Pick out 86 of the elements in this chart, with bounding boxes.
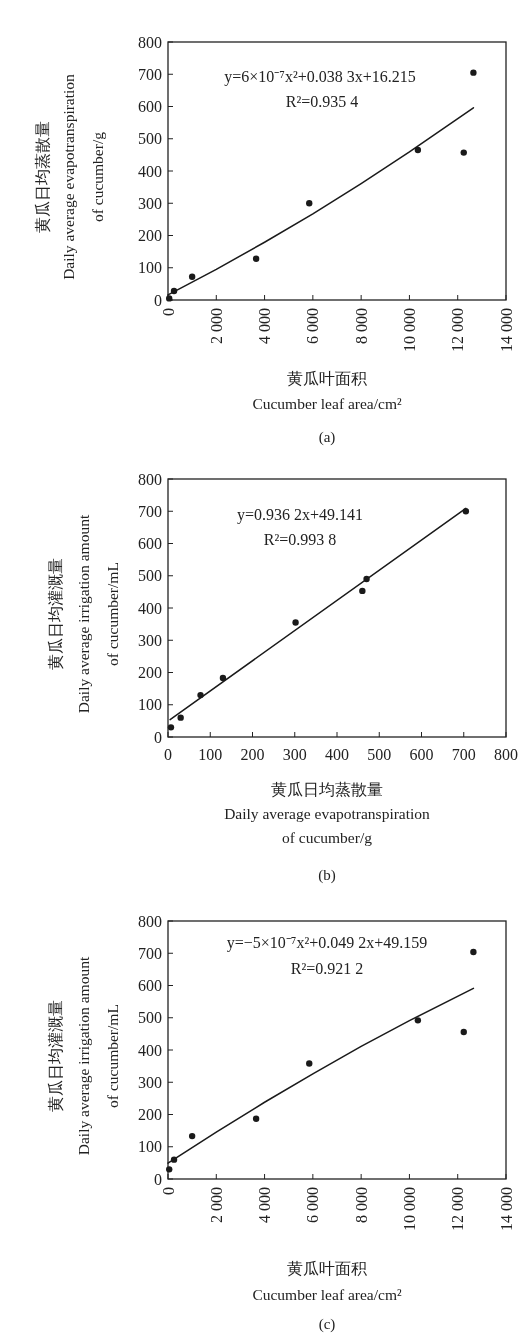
point: [188, 1132, 196, 1140]
x-tick-label: 400: [325, 746, 349, 763]
x-axis-title: 黄瓜叶面积 Cucumber leaf area/cm²: [252, 369, 402, 412]
y-tick-label: 500: [138, 567, 162, 585]
y-tick-label: 700: [138, 502, 162, 520]
y-tick-label: 600: [138, 535, 162, 552]
y-tick-label: 400: [138, 599, 162, 617]
point: [197, 691, 204, 699]
y-axis-title: 黄瓜日均蒸散量 Daily average evapotranspiration of cucumber/g: [33, 73, 106, 280]
y-tick-label: 400: [138, 162, 162, 180]
annotation: R²=0.993 8: [263, 530, 337, 548]
y-tick-label: 800: [138, 33, 162, 51]
point: [177, 714, 184, 721]
point: [166, 1166, 173, 1173]
point: [359, 587, 366, 595]
y-tick-label: 0: [154, 291, 162, 309]
x-axis-title: 黄瓜叶面积 Cucumber leaf area/cm²: [252, 1259, 402, 1303]
y-tick-label: 100: [138, 696, 162, 714]
point: [470, 69, 477, 76]
x-tick-label: 12 000: [449, 308, 467, 352]
y-tick-label: 700: [138, 944, 162, 962]
annotation: R²=0.921 2: [290, 959, 364, 977]
text: (b): [318, 867, 336, 884]
x-tick-label: 2 000: [207, 1187, 225, 1223]
point: [414, 1017, 422, 1024]
x-tick-label: 10 000: [400, 1187, 418, 1231]
x-tick-label: 10 000: [400, 308, 418, 352]
y-tick-label: 0: [154, 1170, 162, 1188]
y-tick-label: 200: [138, 664, 162, 681]
point: [252, 1115, 260, 1122]
x-axis-title: 黄瓜日均蒸散量 Daily average evapotranspiration of cucumber/g: [224, 780, 431, 846]
annotation: y=0.936 2x+49.141: [236, 505, 364, 524]
x-tick-label: 4 000: [256, 308, 274, 344]
annotation: y=6×10⁻⁷x²+0.038 3x+16.215: [224, 67, 416, 86]
x-tick-label: 8 000: [352, 1187, 370, 1223]
x-tick-label: 8 000: [352, 308, 370, 344]
text: (c): [318, 1316, 336, 1333]
y-tick-label: 800: [138, 470, 162, 488]
x-tick-label: 6 000: [304, 1187, 322, 1223]
y-tick-label: 600: [138, 98, 162, 115]
point: [292, 619, 299, 626]
x-tick-label: 6 000: [304, 308, 322, 344]
x-tick-label: 0: [159, 308, 177, 316]
x-tick-label: 200: [240, 746, 265, 763]
y-tick-label: 100: [138, 259, 162, 277]
x-tick-label: 4 000: [256, 1187, 274, 1223]
y-tick-label: 300: [138, 194, 162, 212]
y-tick-label: 300: [138, 631, 162, 649]
point: [414, 146, 422, 154]
x-tick-label: 800: [494, 746, 518, 763]
x-tick-label: 0: [159, 1187, 177, 1195]
y-tick-label: 500: [138, 130, 162, 148]
x-tick-label: 100: [198, 746, 223, 763]
point: [166, 295, 173, 302]
point: [460, 149, 467, 156]
y-tick-label: 200: [138, 227, 162, 244]
y-tick-label: 400: [138, 1041, 162, 1059]
y-tick-label: 800: [138, 912, 162, 930]
point: [219, 674, 227, 682]
y-tick-label: 500: [138, 1009, 162, 1027]
x-tick-label: 2 000: [207, 308, 225, 344]
x-tick-label: 500: [367, 746, 392, 763]
point: [306, 1060, 313, 1067]
x-tick-label: 700: [451, 746, 476, 763]
point: [252, 255, 260, 262]
x-tick-label: 12 000: [449, 1187, 467, 1231]
x-tick-label: 14 000: [497, 308, 515, 352]
point: [167, 724, 175, 731]
annotation: y=−5×10⁻⁷x²+0.049 2x+49.159: [226, 933, 428, 952]
point: [470, 948, 477, 956]
y-tick-label: 100: [138, 1138, 162, 1156]
point: [188, 273, 196, 280]
y-tick-label: 600: [138, 977, 162, 994]
point: [306, 200, 313, 207]
y-axis-title: 黄瓜日均灌溉量 Daily average irrigation amount of cucumber/mL: [46, 956, 121, 1156]
y-axis-title: 黄瓜日均灌溉量 Daily average irrigation amount of cucumber/mL: [46, 514, 121, 714]
annotation: R²=0.935 4: [285, 92, 359, 110]
x-tick-label: 600: [409, 746, 434, 763]
text: (a): [318, 429, 336, 446]
y-tick-label: 300: [138, 1073, 162, 1091]
y-tick-label: 700: [138, 65, 162, 83]
point: [460, 1028, 467, 1036]
y-tick-label: 0: [154, 728, 162, 746]
x-tick-label: 300: [282, 746, 307, 763]
y-tick-label: 200: [138, 1106, 162, 1123]
x-tick-label: 14 000: [497, 1187, 515, 1231]
